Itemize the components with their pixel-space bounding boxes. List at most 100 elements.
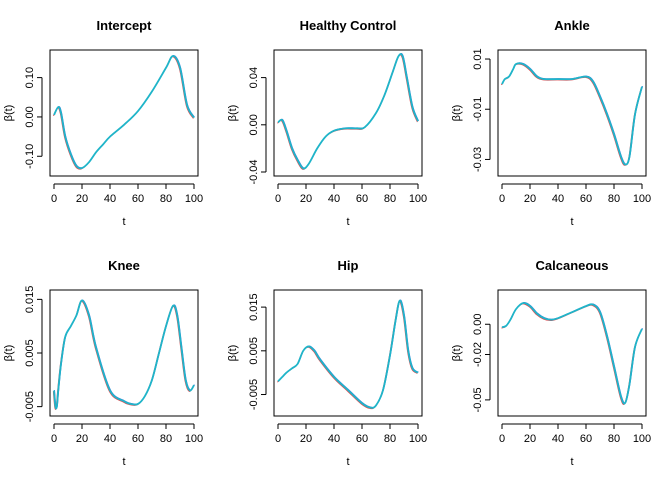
x-tick-label: 40 xyxy=(328,433,340,445)
x-tick-label: 100 xyxy=(633,433,651,445)
chart-panel: Knee 0 20 40 60 80 100 t -0.005 0.005 0.015 β(t) xyxy=(3,258,203,468)
x-tick-label: 60 xyxy=(356,433,368,445)
x-tick-label: 100 xyxy=(185,193,203,205)
x-axis: 0 20 40 60 80 100 xyxy=(499,423,651,445)
plot-frame xyxy=(49,289,199,417)
y-tick-label: -0.01 xyxy=(472,97,484,122)
x-tick-label: 40 xyxy=(104,193,116,205)
x-tick-label: 0 xyxy=(499,433,505,445)
panel-title: Ankle xyxy=(554,18,589,33)
y-tick-label: -0.005 xyxy=(248,379,260,410)
x-tick-label: 40 xyxy=(552,193,564,205)
y-axis: -0.005 0.005 0.015 xyxy=(248,293,267,410)
series-line xyxy=(53,299,195,410)
y-tick-label: 0.00 xyxy=(24,106,36,127)
panel-title: Healthy Control xyxy=(300,18,397,33)
series-line-alt xyxy=(277,54,418,170)
x-tick-label: 40 xyxy=(328,193,340,205)
y-axis-label: β(t) xyxy=(3,345,15,362)
y-tick-label: -0.005 xyxy=(24,391,36,422)
y-tick-label: 0.015 xyxy=(24,286,36,314)
y-tick-label: 0.015 xyxy=(248,293,260,321)
y-tick-label: 0.10 xyxy=(24,67,36,88)
y-axis-label: β(t) xyxy=(451,345,463,362)
y-axis: -0.03 -0.01 0.01 xyxy=(472,48,491,172)
x-tick-label: 80 xyxy=(160,433,172,445)
x-tick-label: 0 xyxy=(499,193,505,205)
x-tick-label: 80 xyxy=(384,193,396,205)
x-axis: 0 20 40 60 80 100 xyxy=(499,183,651,205)
x-tick-label: 60 xyxy=(356,193,368,205)
y-axis-label: β(t) xyxy=(451,105,463,122)
x-tick-label: 0 xyxy=(275,433,281,445)
panel-title: Calcaneous xyxy=(536,258,609,273)
x-tick-label: 80 xyxy=(608,433,620,445)
x-tick-label: 0 xyxy=(51,433,57,445)
series-line-alt xyxy=(52,300,194,410)
series-line-alt xyxy=(502,301,643,404)
x-tick-label: 0 xyxy=(51,193,57,205)
series-lines xyxy=(277,53,419,170)
y-axis-label: β(t) xyxy=(3,105,15,122)
y-axis: -0.04 0.00 0.04 xyxy=(248,67,267,185)
series-lines xyxy=(52,54,195,170)
x-tick-label: 100 xyxy=(409,193,427,205)
x-tick-label: 60 xyxy=(132,433,144,445)
x-tick-label: 20 xyxy=(76,433,88,445)
y-tick-label: 0.00 xyxy=(472,314,484,335)
series-line xyxy=(277,53,419,170)
series-line-alt xyxy=(52,56,194,170)
x-tick-label: 20 xyxy=(300,193,312,205)
y-tick-label: -0.03 xyxy=(472,147,484,172)
x-axis-label: t xyxy=(122,216,125,228)
x-tick-label: 80 xyxy=(160,193,172,205)
chart-panel: Calcaneous 0 20 40 60 80 100 t -0.05 -0.02 0.00 β(t… xyxy=(451,258,651,468)
chart-panel: Intercept 0 20 40 60 80 100 t -0.10 0.00 0.10 β(t) xyxy=(3,18,203,228)
series-line-alt xyxy=(501,303,642,405)
panel-title: Hip xyxy=(338,258,359,273)
series-line xyxy=(277,299,419,409)
y-tick-label: 0.00 xyxy=(248,114,260,135)
x-tick-label: 60 xyxy=(132,193,144,205)
x-axis-label: t xyxy=(346,456,349,468)
plot-frame xyxy=(273,49,423,177)
y-tick-label: -0.10 xyxy=(24,144,36,169)
x-tick-label: 20 xyxy=(300,433,312,445)
y-tick-label: -0.05 xyxy=(472,387,484,412)
series-lines xyxy=(52,299,195,410)
y-tick-label: 0.005 xyxy=(24,339,36,367)
y-tick-label: 0.005 xyxy=(248,337,260,365)
y-tick-label: 0.01 xyxy=(472,48,484,69)
x-tick-label: 20 xyxy=(524,433,536,445)
series-line-alt xyxy=(502,62,643,165)
x-tick-label: 20 xyxy=(76,193,88,205)
x-tick-label: 100 xyxy=(185,433,203,445)
x-axis: 0 20 40 60 80 100 xyxy=(275,183,427,205)
y-tick-label: -0.04 xyxy=(248,159,260,184)
series-line-alt xyxy=(278,53,419,169)
plot-frame xyxy=(497,289,647,417)
panel-title: Knee xyxy=(108,258,140,273)
y-axis-label: β(t) xyxy=(227,105,239,122)
x-tick-label: 0 xyxy=(275,193,281,205)
x-tick-label: 20 xyxy=(524,193,536,205)
series-line xyxy=(53,55,195,170)
x-axis: 0 20 40 60 80 100 xyxy=(51,423,203,445)
series-line-alt xyxy=(54,54,195,169)
x-axis-label: t xyxy=(570,456,573,468)
plot-frame xyxy=(49,49,199,177)
plot-frame xyxy=(497,49,647,177)
series-line xyxy=(501,62,643,166)
x-tick-label: 40 xyxy=(104,433,116,445)
y-axis: -0.10 0.00 0.10 xyxy=(24,67,43,169)
chart-panel: Ankle 0 20 40 60 80 100 t -0.03 -0.01 0.01 β(t) xyxy=(451,18,651,228)
chart-panel: Hip 0 20 40 60 80 100 t -0.005 0.005 0.015 β(t) xyxy=(227,258,427,468)
series-lines xyxy=(277,299,419,410)
x-axis: 0 20 40 60 80 100 xyxy=(51,183,203,205)
x-axis: 0 20 40 60 80 100 xyxy=(275,423,427,445)
x-tick-label: 100 xyxy=(409,433,427,445)
x-axis-label: t xyxy=(346,216,349,228)
y-axis-label: β(t) xyxy=(227,345,239,362)
series-line xyxy=(501,302,643,405)
